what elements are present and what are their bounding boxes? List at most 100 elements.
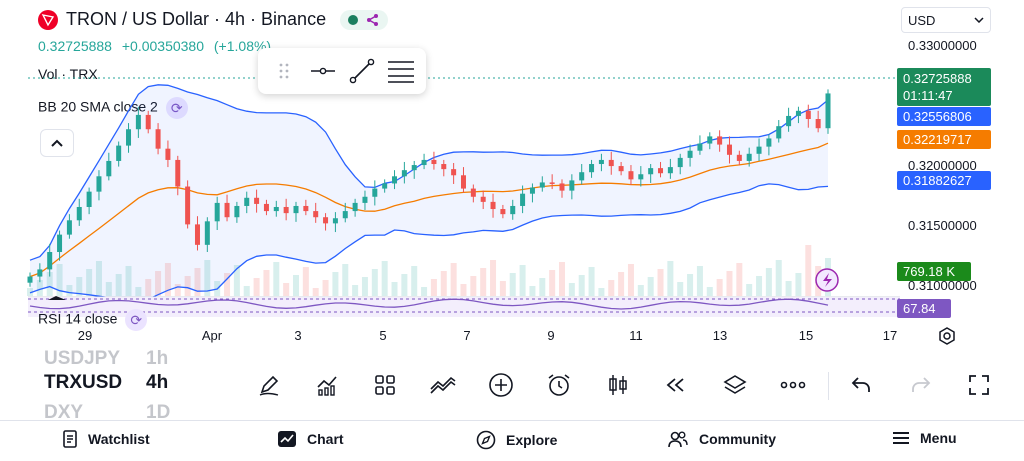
candle-body xyxy=(480,196,486,202)
volume-bar xyxy=(371,269,378,296)
volume-bar xyxy=(174,284,181,296)
price-change-line: 0.32725888 +0.00350380 (+1.08%) xyxy=(38,38,277,54)
candle-body xyxy=(618,166,624,172)
nav-menu[interactable]: Menu xyxy=(892,430,957,446)
candle-body xyxy=(214,202,220,222)
chart-header: TRON / US Dollar · 4h · Binance xyxy=(38,9,389,30)
volume-bar xyxy=(647,277,654,296)
bollinger-lower-line xyxy=(29,183,829,303)
fullscreen-icon[interactable] xyxy=(964,370,994,400)
volume-bar xyxy=(381,261,388,296)
price-chart[interactable] xyxy=(0,0,1024,330)
volume-bar xyxy=(27,288,33,296)
volume-bar xyxy=(480,268,487,296)
volume-bar xyxy=(115,274,122,296)
candle-body xyxy=(86,191,92,207)
compass-icon xyxy=(476,430,496,450)
candle-body xyxy=(490,201,496,210)
volume-bar xyxy=(716,279,723,296)
rsi-refresh-icon[interactable]: ⟳ xyxy=(125,309,148,331)
volume-bar xyxy=(322,280,329,296)
volume-bar xyxy=(184,276,191,296)
more-dots-icon[interactable] xyxy=(778,370,808,400)
tron-logo-icon xyxy=(38,9,58,30)
volume-bar xyxy=(263,270,270,296)
candle-body xyxy=(313,211,319,218)
candle-body xyxy=(717,136,723,145)
time-tick: 15 xyxy=(798,328,814,343)
candle-body xyxy=(332,218,338,224)
redo-icon[interactable] xyxy=(906,370,936,400)
candles-icon[interactable] xyxy=(603,370,633,400)
bottom-nav: Watchlist Chart Explore Community Menu xyxy=(0,420,1024,461)
compare-lines-icon[interactable] xyxy=(428,370,458,400)
candle-body xyxy=(145,114,151,130)
candle-body xyxy=(342,211,348,219)
rsi-indicator-text: RSI 14 close xyxy=(38,310,118,327)
nav-watchlist-label: Watchlist xyxy=(88,431,150,447)
candle-body xyxy=(126,129,132,146)
chart-settings-icon[interactable] xyxy=(937,326,957,346)
volume-bars xyxy=(27,245,831,296)
candle-body xyxy=(598,159,604,165)
currency-select[interactable]: USD xyxy=(901,7,991,33)
fib-lines-icon[interactable] xyxy=(384,54,418,88)
volume-bar xyxy=(312,288,319,296)
candle-body xyxy=(569,180,575,191)
volume-bar xyxy=(224,273,231,296)
next-interval[interactable]: 1D xyxy=(146,402,171,423)
layers-icon[interactable] xyxy=(720,370,750,400)
volume-bar xyxy=(352,285,359,296)
candle-body xyxy=(529,187,535,194)
trend-line-icon[interactable] xyxy=(345,54,379,88)
candle-body xyxy=(421,159,427,166)
nav-community[interactable]: Community xyxy=(667,430,776,448)
volume-bar xyxy=(243,286,250,296)
alarm-clock-icon[interactable] xyxy=(544,370,574,400)
price-change: +0.00350380 xyxy=(121,38,204,54)
candle-body xyxy=(766,138,772,147)
add-plus-icon[interactable] xyxy=(486,370,516,400)
candle-body xyxy=(756,146,762,154)
horizontal-line-icon[interactable] xyxy=(306,54,340,88)
volume-bar xyxy=(559,262,565,296)
volume-bar xyxy=(361,277,368,296)
volume-bar xyxy=(667,261,674,296)
nav-community-label: Community xyxy=(699,431,776,447)
candle-body xyxy=(520,193,526,206)
currency-value: USD xyxy=(908,12,936,28)
refresh-icon[interactable]: ⟳ xyxy=(165,97,188,119)
price-tick: 0.31000000 xyxy=(908,278,977,293)
rsi-indicator-label[interactable]: RSI 14 close ⟳ xyxy=(38,309,148,331)
candle-body xyxy=(57,234,63,253)
candle-body xyxy=(667,167,673,174)
collapse-indicators-button[interactable] xyxy=(40,129,74,157)
prev-interval[interactable]: 1h xyxy=(146,348,169,369)
nav-explore[interactable]: Explore xyxy=(476,430,557,450)
volume-bar xyxy=(105,282,112,296)
layout-grid-icon[interactable] xyxy=(370,370,400,400)
prev-symbol[interactable]: USDJPY xyxy=(44,348,121,369)
nav-chart[interactable]: Chart xyxy=(277,430,344,448)
bar-countdown: 01:11:47 xyxy=(903,88,953,103)
nav-watchlist[interactable]: Watchlist xyxy=(62,430,150,448)
undo-icon[interactable] xyxy=(846,370,876,400)
drag-handle-icon[interactable] xyxy=(267,54,301,88)
candle-body xyxy=(37,269,43,277)
replay-rewind-icon[interactable] xyxy=(661,370,691,400)
candle-body xyxy=(263,203,269,212)
candle-body xyxy=(106,160,112,177)
draw-pencil-icon[interactable] xyxy=(254,370,284,400)
volume-indicator-label[interactable]: Vol · TRX xyxy=(38,66,98,82)
volume-bar xyxy=(95,261,102,296)
indicators-icon[interactable] xyxy=(312,370,342,400)
symbol-title[interactable]: TRON / US Dollar · 4h · Binance xyxy=(66,9,327,29)
next-symbol[interactable]: DXY xyxy=(44,402,84,423)
current-symbol[interactable]: TRXUSD xyxy=(44,372,123,393)
candle-body xyxy=(431,159,437,165)
volume-bar xyxy=(657,269,664,296)
market-status-pill[interactable] xyxy=(340,9,389,30)
current-interval[interactable]: 4h xyxy=(146,372,169,393)
candle-body xyxy=(382,183,388,189)
